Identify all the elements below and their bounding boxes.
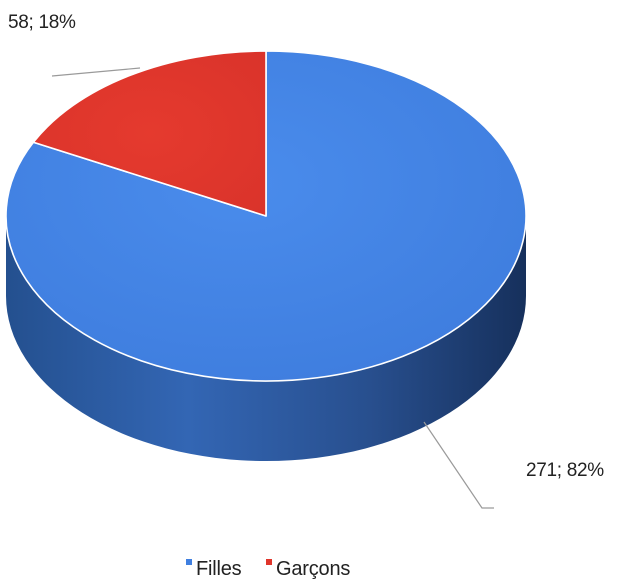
- pie-side-filles: [6, 216, 526, 461]
- data-label-filles: 271; 82%: [526, 460, 604, 481]
- pie-slice-filles: [5, 50, 527, 382]
- legend: Filles Garçons: [186, 558, 351, 580]
- data-label-garcons: 58; 18%: [8, 12, 76, 33]
- legend-swatch-filles: [186, 559, 192, 565]
- pie-side-walls: [6, 216, 526, 461]
- pie-top-faces: [5, 50, 527, 382]
- leader-line-filles: [423, 421, 494, 509]
- legend-label-garcons: Garçons: [276, 558, 350, 580]
- legend-swatch-garcons: [266, 559, 272, 565]
- legend-label-filles: Filles: [196, 558, 242, 580]
- leader-line-garcons: [51, 67, 141, 77]
- pie-slice-garcons: [32, 50, 267, 217]
